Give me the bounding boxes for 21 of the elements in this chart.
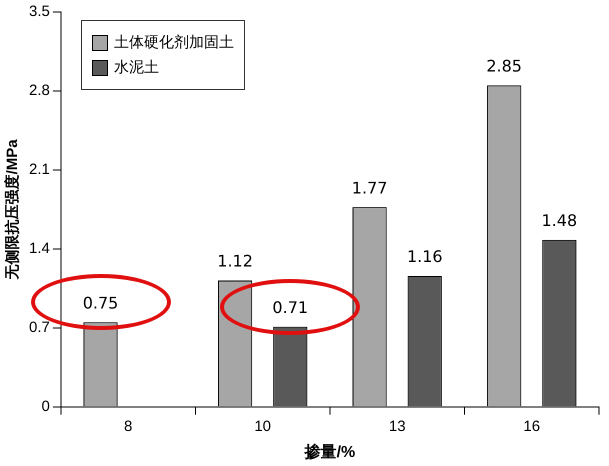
x-tick-label: 13 <box>388 418 406 435</box>
legend-label: 土体硬化剂加固土 <box>114 33 234 52</box>
y-tick-label: 2.1 <box>28 161 50 178</box>
x-tick-label: 10 <box>254 418 271 435</box>
x-tick-label: 8 <box>124 418 132 435</box>
y-tick-label: 0 <box>42 398 50 415</box>
data-label: 0.75 <box>82 293 118 312</box>
data-label: 1.77 <box>352 178 388 198</box>
data-label: 1.12 <box>217 252 253 271</box>
legend-label: 水泥土 <box>114 58 159 77</box>
data-label: 2.85 <box>486 56 522 76</box>
y-tick-label: 1.4 <box>28 240 50 258</box>
y-tick-label: 3.5 <box>28 3 50 20</box>
data-label: 0.71 <box>272 298 308 317</box>
y-axis-title: 无侧限抗压强度/MPa <box>3 138 22 280</box>
data-label: 1.48 <box>542 211 578 230</box>
x-tick-label: 16 <box>523 418 540 435</box>
x-axis-title: 掺量/% <box>304 442 356 461</box>
y-tick-label: 0.7 <box>28 318 50 336</box>
y-tick-label: 2.8 <box>28 82 50 100</box>
data-label: 1.16 <box>406 247 443 266</box>
